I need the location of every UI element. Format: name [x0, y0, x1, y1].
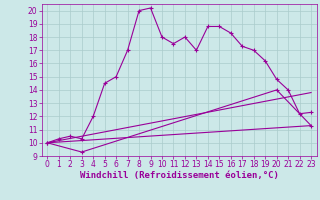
X-axis label: Windchill (Refroidissement éolien,°C): Windchill (Refroidissement éolien,°C)	[80, 171, 279, 180]
